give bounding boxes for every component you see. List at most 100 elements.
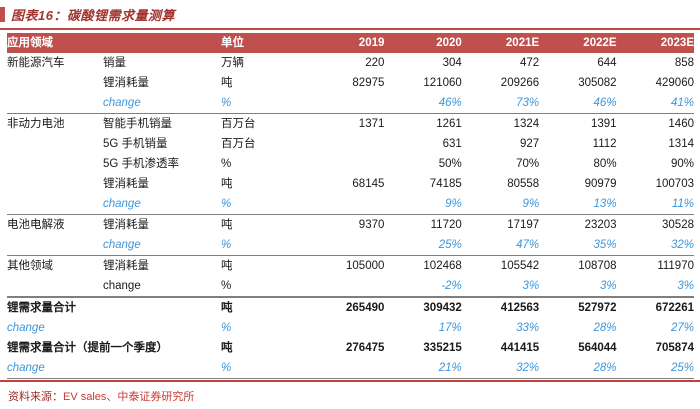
value-cell: 705874 bbox=[655, 342, 694, 354]
value-cell: 644 bbox=[597, 57, 617, 69]
row-unit-cell: % bbox=[221, 239, 232, 251]
row-total-label-cell: 锂需求量合计 bbox=[7, 296, 221, 318]
value-cell: 429060 bbox=[655, 77, 694, 89]
value-cell: 265490 bbox=[307, 296, 385, 318]
value-cell: 13% bbox=[593, 198, 617, 210]
value-cell: 90979 bbox=[584, 178, 617, 190]
row-label-cell: 锂消耗量 bbox=[103, 214, 221, 235]
row-total-label-cell: 锂需求量合计（提前一个季度） bbox=[7, 342, 168, 354]
value-cell: 111970 bbox=[616, 255, 694, 276]
row-group-cell: 其他领域 bbox=[7, 255, 103, 276]
value-cell: 472 bbox=[519, 57, 540, 69]
value-cell: 32% bbox=[461, 358, 540, 379]
value-cell: 631 bbox=[442, 138, 462, 150]
value-cell bbox=[307, 358, 385, 379]
figure-bottom-rule bbox=[0, 380, 700, 382]
value-cell: 28% bbox=[539, 358, 617, 379]
source-row: 资料来源：EV sales、中泰证券研究所 bbox=[0, 382, 700, 404]
row-unit-cell: 万辆 bbox=[221, 57, 244, 69]
figure-title: 图表16：碳酸锂需求量测算 bbox=[11, 8, 175, 23]
row-label-cell: change bbox=[7, 358, 221, 379]
table-row: 5G 手机销量 百万台 631 927 1112 1314 bbox=[7, 134, 694, 154]
table-row: 锂需求量合计吨 265490 309432 412563 527972 672261 bbox=[7, 296, 694, 318]
value-cell: 25% bbox=[616, 358, 694, 379]
row-group-cell: 新能源汽车 bbox=[7, 57, 65, 69]
value-cell: 105000 bbox=[307, 255, 385, 276]
value-cell: 102468 bbox=[384, 255, 462, 276]
value-cell bbox=[307, 235, 384, 256]
row-label-cell: 销量 bbox=[103, 57, 126, 69]
value-cell: 41% bbox=[670, 97, 694, 109]
value-cell: 50% bbox=[438, 158, 462, 170]
table-row: 锂消耗量 吨 82975 121060 209266 305082 429060 bbox=[7, 73, 694, 93]
value-cell: 858 bbox=[674, 57, 694, 69]
value-cell bbox=[307, 318, 384, 338]
row-unit-cell: % bbox=[221, 198, 232, 210]
source-label: 资料来源： bbox=[8, 391, 63, 403]
header-year-2019: 2019 bbox=[358, 37, 385, 49]
value-cell: 90% bbox=[670, 158, 694, 170]
value-cell: 1391 bbox=[539, 113, 617, 134]
value-cell: 305082 bbox=[578, 77, 617, 89]
value-cell: 564044 bbox=[578, 342, 617, 354]
value-cell: 3% bbox=[522, 280, 540, 292]
value-cell: 927 bbox=[519, 138, 540, 150]
value-cell: -2% bbox=[441, 280, 462, 292]
row-label-cell: 5G 手机销量 bbox=[103, 138, 168, 150]
row-unit-cell: 吨 bbox=[221, 178, 233, 190]
value-cell bbox=[307, 93, 384, 114]
row-label-cell: 智能手机销量 bbox=[103, 113, 221, 134]
value-cell: 1261 bbox=[384, 113, 462, 134]
value-cell: 30528 bbox=[616, 214, 694, 235]
value-cell: 35% bbox=[593, 239, 617, 251]
header-spacer bbox=[103, 33, 221, 53]
value-cell: 46% bbox=[593, 97, 617, 109]
value-cell: 672261 bbox=[616, 296, 694, 318]
table-row: 非动力电池 智能手机销量 百万台 1371 1261 1324 1391 1460 bbox=[7, 113, 694, 134]
row-label-cell: 锂消耗量 bbox=[103, 77, 149, 89]
row-group-cell bbox=[7, 154, 103, 174]
value-cell: 80% bbox=[593, 158, 617, 170]
table-header: 应用领域 单位 2019 2020 2021E 2022E 2023E bbox=[7, 33, 694, 53]
table-row: change% 9% 9% 13% 11% bbox=[7, 194, 694, 215]
row-label-cell: change bbox=[103, 239, 141, 251]
value-cell: 23203 bbox=[539, 214, 617, 235]
row-unit-cell: % bbox=[221, 158, 232, 170]
value-cell: 68145 bbox=[352, 178, 385, 190]
row-unit-cell: 百万台 bbox=[221, 138, 256, 150]
source-text: EV sales、中泰证券研究所 bbox=[63, 391, 195, 403]
row-unit-cell: % bbox=[221, 97, 232, 109]
value-cell: 105542 bbox=[461, 255, 540, 276]
table-body: 新能源汽车 销量 万辆 220 304 472 644 858 锂消耗量吨 82975 121060… bbox=[7, 53, 694, 379]
row-unit-cell: 吨 bbox=[221, 296, 307, 318]
value-cell: 304 bbox=[442, 57, 462, 69]
row-unit-cell: 吨 bbox=[221, 214, 307, 235]
value-cell: 220 bbox=[365, 57, 385, 69]
value-cell: 209266 bbox=[500, 77, 540, 89]
value-cell: 46% bbox=[438, 97, 462, 109]
row-unit-cell: 吨 bbox=[221, 342, 233, 354]
row-label-cell: 锂消耗量 bbox=[103, 178, 149, 190]
row-group-cell bbox=[7, 93, 103, 114]
row-group-cell bbox=[7, 194, 103, 215]
value-cell: 412563 bbox=[461, 296, 540, 318]
value-cell: 108708 bbox=[539, 255, 617, 276]
value-cell: 9% bbox=[522, 198, 540, 210]
table-row: 锂需求量合计（提前一个季度） 吨 276475 335215 441415 564044 7… bbox=[7, 338, 694, 358]
table-row: change% 21% 32% 28% 25% bbox=[7, 358, 694, 379]
row-group-cell bbox=[7, 276, 103, 297]
table-row: change% 46% 73% 46% 41% bbox=[7, 93, 694, 114]
value-cell: 80558 bbox=[507, 178, 540, 190]
table-row: change% 17% 33% 28% 27% bbox=[7, 318, 694, 338]
value-cell bbox=[307, 276, 384, 297]
value-cell bbox=[307, 154, 384, 174]
header-unit: 单位 bbox=[221, 37, 244, 49]
row-unit-cell: % bbox=[221, 358, 307, 379]
row-label-cell: change bbox=[7, 322, 45, 334]
title-accent-bar bbox=[0, 7, 5, 22]
demand-table: 应用领域 单位 2019 2020 2021E 2022E 2023E 新能源汽… bbox=[7, 33, 694, 379]
table-row: 锂消耗量 吨 68145 74185 80558 90979 100703 bbox=[7, 174, 694, 194]
row-group-cell: 电池电解液 bbox=[7, 214, 103, 235]
value-cell: 3% bbox=[677, 280, 694, 292]
